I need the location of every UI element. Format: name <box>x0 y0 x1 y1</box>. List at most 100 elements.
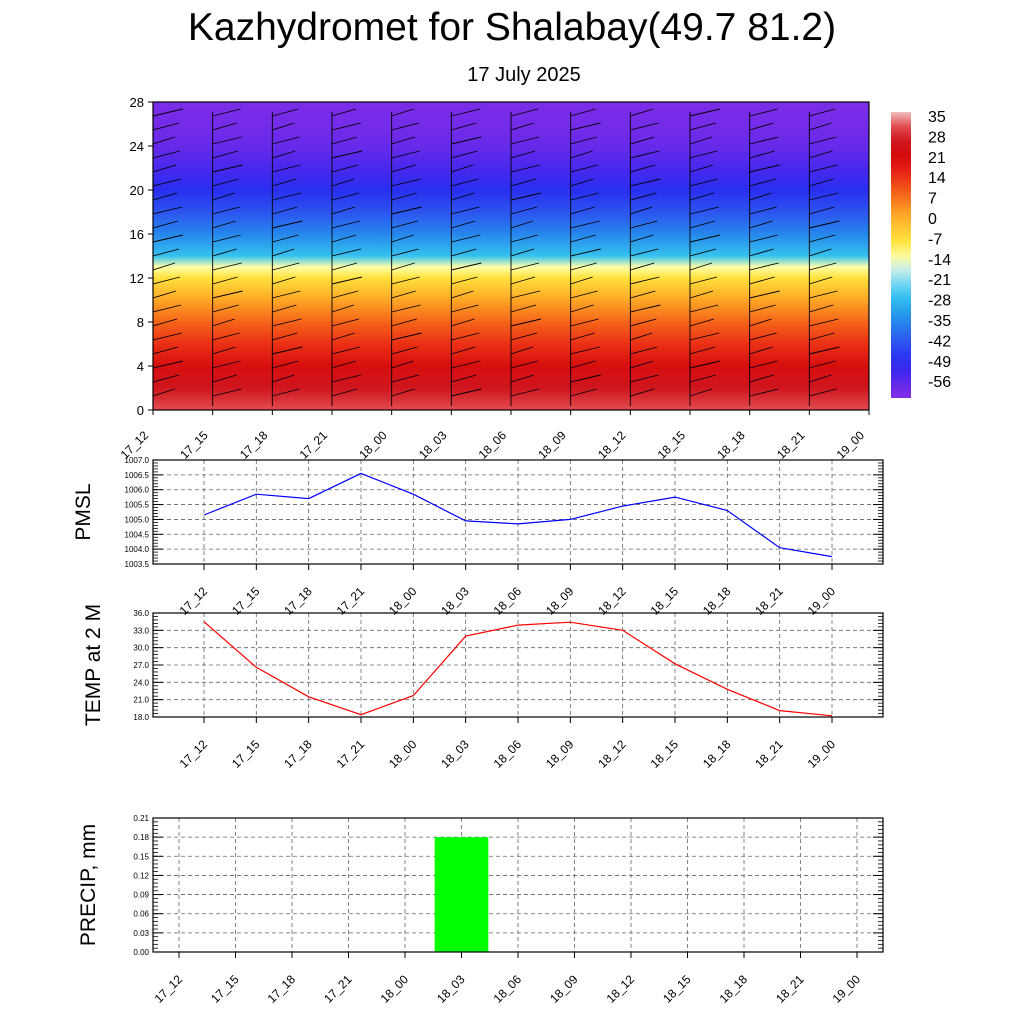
wind-barb <box>689 248 717 257</box>
wind-barb <box>809 234 836 243</box>
wind-barb <box>331 388 358 397</box>
wind-barb <box>809 346 840 355</box>
temp-panel: 18.0 21.0 24.0 27.0 30.0 33.0 36.0 17_12 17_15 17… <box>82 604 884 771</box>
wind-barb <box>570 290 598 299</box>
wind-barb <box>749 388 779 397</box>
wind-barb <box>809 122 832 131</box>
wind-barb <box>212 374 237 383</box>
wind-barb <box>451 122 477 131</box>
wind-barb <box>331 360 357 369</box>
wind-barb <box>212 346 236 355</box>
wind-barb <box>749 164 780 173</box>
wind-barb <box>510 388 540 397</box>
wind-barb <box>331 108 357 117</box>
heatmap-x-tick-label: 18_21 <box>774 428 808 462</box>
wind-barb <box>451 220 476 229</box>
wind-barb <box>391 178 421 187</box>
wind-barb <box>809 318 839 327</box>
y-tick-label: 0.15 <box>133 852 149 861</box>
y-axis-label: TEMP at 2 M <box>82 604 105 726</box>
wind-barb <box>570 346 600 355</box>
wind-barb <box>451 290 474 299</box>
x-tick-label: 18_06 <box>491 737 525 771</box>
wind-barb <box>809 108 836 117</box>
wind-barb <box>212 388 242 397</box>
wind-barb <box>809 374 832 383</box>
wind-barb <box>749 304 776 313</box>
wind-barb <box>272 346 303 355</box>
heatmap-x-tick-label: 18_03 <box>416 428 450 462</box>
wind-barb <box>510 360 539 369</box>
wind-barb <box>391 262 415 271</box>
y-tick-label: 0.09 <box>133 891 149 900</box>
wind-barb <box>749 206 777 215</box>
wind-barb <box>212 108 241 117</box>
wind-barb <box>272 122 295 131</box>
wind-barb <box>689 276 718 285</box>
x-tick-label: 18_03 <box>434 972 468 1006</box>
wind-barb <box>510 192 542 201</box>
wind-barb <box>630 360 654 369</box>
x-tick-label: 18_12 <box>595 737 629 771</box>
wind-barb <box>570 262 597 271</box>
wind-barb <box>391 206 422 215</box>
wind-barb <box>630 192 657 201</box>
wind-barb <box>809 290 838 299</box>
wind-barb <box>451 346 476 355</box>
wind-barb <box>749 346 773 355</box>
wind-barb <box>689 304 719 313</box>
x-tick-label: 17_15 <box>208 972 242 1006</box>
wind-barb <box>749 276 775 285</box>
wind-barb <box>451 234 481 243</box>
wind-barb <box>510 332 538 341</box>
x-tick-label: 19_00 <box>805 737 839 771</box>
wind-barb <box>630 206 653 215</box>
colorbar-fill <box>891 112 911 398</box>
y-tick-label: 0.21 <box>133 814 149 823</box>
wind-barb <box>153 388 176 397</box>
wind-barb <box>749 178 776 187</box>
wind-barb <box>451 304 479 313</box>
heatmap-x-tick-label: 18_12 <box>595 428 629 462</box>
wind-barb <box>272 164 301 173</box>
wind-barb <box>153 206 183 215</box>
y-tick-label: 1006.0 <box>125 486 150 495</box>
wind-barb <box>451 248 477 257</box>
wind-barb <box>749 262 779 271</box>
heatmap-y-tick-label: 8 <box>137 315 144 330</box>
x-tick-label: 18_03 <box>438 737 472 771</box>
wind-barb <box>570 318 599 327</box>
wind-barb <box>749 192 772 201</box>
wind-barb <box>689 178 719 187</box>
wind-barb <box>272 220 303 229</box>
wind-barb <box>451 332 480 341</box>
wind-barb <box>868 241 869 242</box>
wind-barb <box>570 164 598 173</box>
wind-barb <box>510 304 537 313</box>
wind-barb <box>510 262 540 271</box>
wind-barb <box>510 318 542 327</box>
wind-barb <box>331 192 360 201</box>
wind-barb <box>272 388 300 397</box>
wind-barb <box>272 290 301 299</box>
wind-barb <box>153 248 180 257</box>
wind-barb <box>689 164 714 173</box>
wind-barb <box>391 234 414 243</box>
wind-barb <box>809 360 836 369</box>
wind-barb <box>749 360 778 369</box>
wind-barb <box>749 150 775 159</box>
wind-barb <box>689 374 717 383</box>
wind-barb <box>630 178 661 187</box>
wind-barb <box>153 276 181 285</box>
wind-barb <box>809 248 832 257</box>
wind-barb <box>689 136 713 145</box>
colorbar-label: 14 <box>928 170 946 187</box>
wind-barb <box>630 332 653 341</box>
colorbar-label: 7 <box>928 191 937 208</box>
wind-barb <box>809 304 834 313</box>
wind-barb <box>391 346 418 355</box>
x-tick-label: 17_12 <box>152 972 186 1006</box>
wind-barb <box>451 262 482 271</box>
wind-barb <box>630 304 661 313</box>
